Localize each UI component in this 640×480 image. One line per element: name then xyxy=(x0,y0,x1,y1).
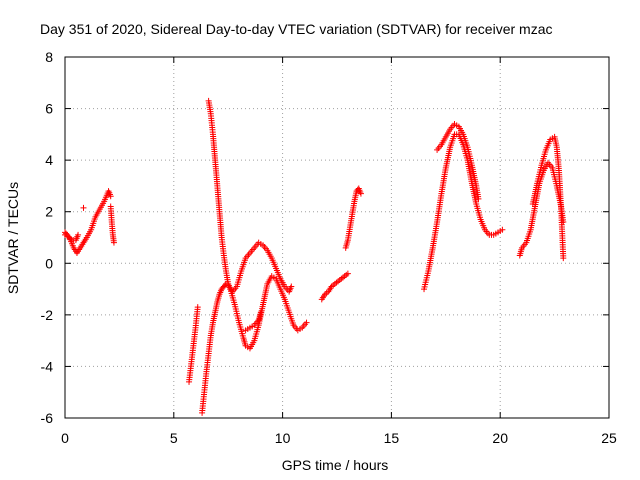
data-marks xyxy=(62,97,567,416)
x-tick-label: 0 xyxy=(61,430,69,446)
x-tick-label: 20 xyxy=(492,430,508,446)
y-tick-label: 0 xyxy=(45,255,53,271)
x-tick-label: 10 xyxy=(275,430,291,446)
data-point xyxy=(63,230,70,237)
data-point xyxy=(80,204,87,211)
y-tick-label: 2 xyxy=(45,204,53,220)
chart-title: Day 351 of 2020, Sidereal Day-to-day VTE… xyxy=(40,21,553,37)
y-tick-label: -6 xyxy=(41,410,54,426)
axis-ticks xyxy=(64,56,610,419)
x-axis-label: GPS time / hours xyxy=(282,457,389,473)
data-point xyxy=(560,255,567,262)
data-point xyxy=(357,190,364,197)
data-point xyxy=(288,283,295,290)
y-tick-label: 4 xyxy=(45,152,53,168)
y-tick-label: 6 xyxy=(45,101,53,117)
data-point xyxy=(499,226,506,233)
y-tick-label: -4 xyxy=(41,358,54,374)
data-point xyxy=(303,319,310,326)
x-tick-label: 5 xyxy=(170,430,178,446)
x-tick-label: 25 xyxy=(601,430,617,446)
data-point xyxy=(257,309,264,316)
y-axis-label: SDTVAR / TECUs xyxy=(5,182,21,294)
data-point xyxy=(475,195,482,202)
data-point xyxy=(107,193,114,200)
x-tick-label: 15 xyxy=(384,430,400,446)
data-point xyxy=(110,239,117,246)
grid-lines xyxy=(65,57,609,418)
y-tick-label: -2 xyxy=(41,307,54,323)
data-point xyxy=(75,231,82,238)
y-tick-label: 8 xyxy=(45,49,53,65)
y-tick-labels: -6 -4 -2 0 2 4 6 8 xyxy=(41,49,54,426)
data-point xyxy=(344,270,351,277)
data-point xyxy=(194,304,201,311)
x-tick-labels: 0 5 10 15 20 25 xyxy=(61,430,617,446)
